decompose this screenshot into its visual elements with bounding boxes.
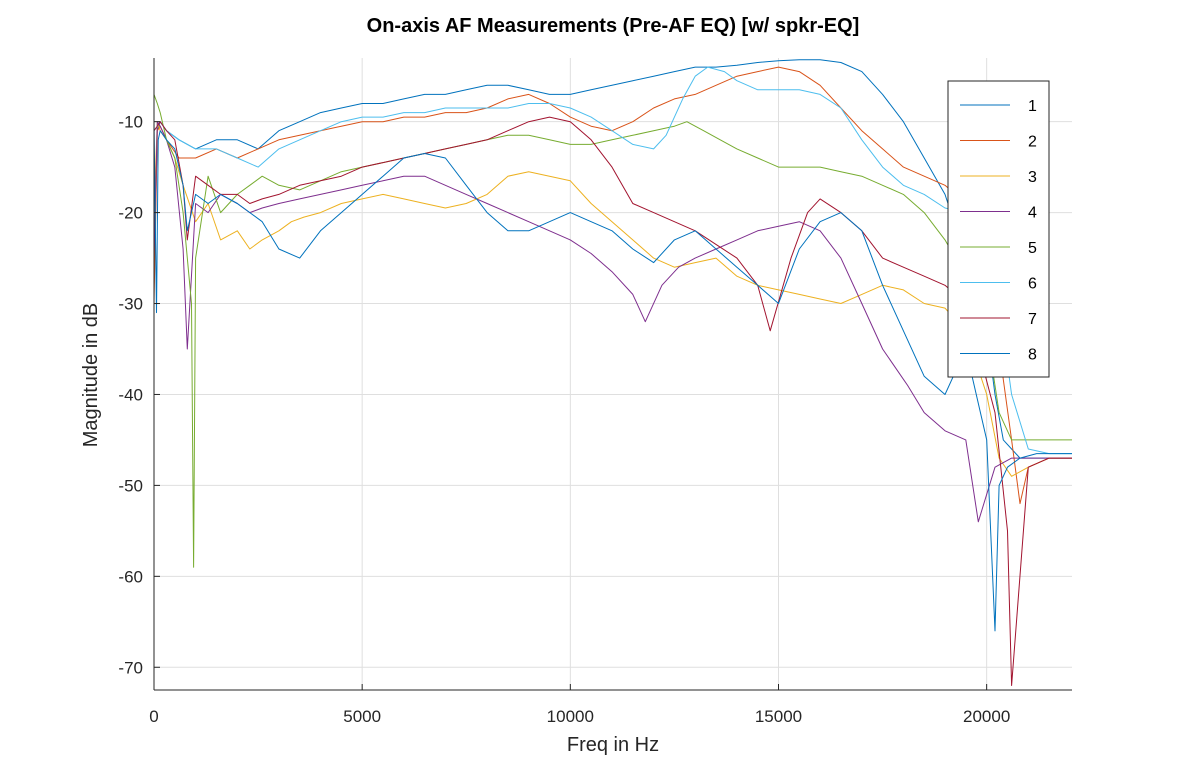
y-axis-label: Magnitude in dB xyxy=(80,303,102,448)
legend-label-2: 2 xyxy=(1028,134,1037,151)
legend-label-4: 4 xyxy=(1028,205,1037,222)
legend-box xyxy=(947,80,1050,378)
x-tick-label: 10000 xyxy=(547,707,594,726)
series-line-1 xyxy=(154,59,1072,459)
legend-label-8: 8 xyxy=(1028,347,1037,364)
x-ticks: 0 5000 10000 15000 20000 xyxy=(149,684,1010,726)
series-line-8 xyxy=(154,121,1072,632)
legend: 1 2 3 4 5 6 7 8 xyxy=(947,80,1050,378)
series-line-6 xyxy=(154,66,1072,455)
legend-label-3: 3 xyxy=(1028,169,1037,186)
x-tick-label: 0 xyxy=(149,707,158,726)
legend-label-1: 1 xyxy=(1028,98,1037,115)
y-tick-label: -30 xyxy=(118,295,143,314)
series-line-5 xyxy=(154,94,1072,568)
grid xyxy=(153,58,1072,690)
legend-label-6: 6 xyxy=(1028,276,1037,293)
chart-title: On-axis AF Measurements (Pre-AF EQ) [w/ … xyxy=(367,15,860,37)
plot-area xyxy=(154,59,1072,686)
y-tick-label: -10 xyxy=(118,113,143,132)
x-tick-label: 20000 xyxy=(963,707,1010,726)
series-line-7 xyxy=(154,116,1072,686)
y-tick-label: -60 xyxy=(118,567,143,586)
series-line-3 xyxy=(154,121,1072,477)
y-tick-label: -70 xyxy=(118,658,143,677)
legend-items: 1 2 3 4 5 6 7 8 xyxy=(960,98,1037,364)
axes xyxy=(153,58,1072,691)
legend-label-5: 5 xyxy=(1028,240,1037,257)
series-line-2 xyxy=(154,66,1072,505)
x-tick-label: 15000 xyxy=(755,707,802,726)
legend-label-7: 7 xyxy=(1028,311,1037,328)
y-tick-label: -20 xyxy=(118,204,143,223)
x-tick-label: 5000 xyxy=(343,707,381,726)
y-ticks: -70 -60 -50 -40 -30 -20 -10 xyxy=(118,113,160,677)
y-tick-label: -40 xyxy=(118,385,143,404)
series-line-4 xyxy=(154,121,1072,523)
y-tick-label: -50 xyxy=(118,476,143,495)
x-axis-label: Freq in Hz xyxy=(567,734,659,756)
